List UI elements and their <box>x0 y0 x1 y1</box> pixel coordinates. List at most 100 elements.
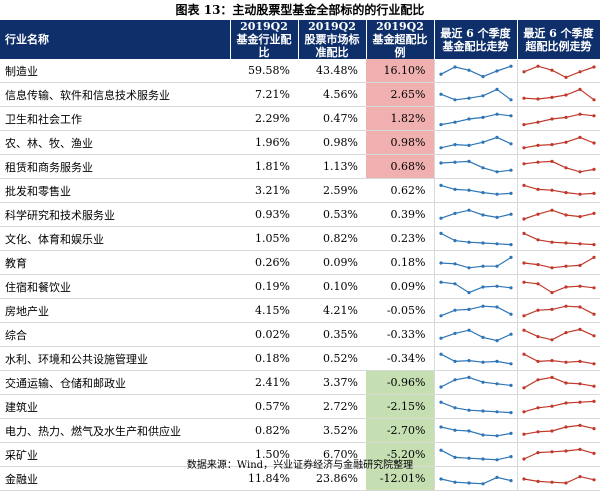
fund-trend-sparkline-point <box>481 433 484 436</box>
industry-name: 文化、体育和娱乐业 <box>0 227 230 251</box>
header-row: 行业名称 2019Q2 基金行业配比 2019Q2 股票市场标准配比 2019Q… <box>0 20 600 59</box>
fund-trend-sparkline-point <box>453 308 456 311</box>
fund-trend-sparkline-point <box>453 143 456 146</box>
excess-trend-sparkline-point <box>522 183 525 186</box>
table-row: 科学研究和技术服务业 0.93% 0.53% 0.39% <box>0 203 600 227</box>
excess-trend-sparkline-point <box>578 382 581 385</box>
fund-trend-sparkline-point <box>495 359 498 362</box>
excess-trend-sparkline-point <box>564 381 567 384</box>
excess-trend-cell <box>517 155 600 179</box>
excess-trend-sparkline <box>518 396 600 418</box>
fund-trend-sparkline-point <box>439 477 442 480</box>
fund-trend-sparkline-point <box>509 168 512 171</box>
table-row: 制造业 59.58% 43.48% 16.10% <box>0 59 600 83</box>
fund-trend-sparkline-point <box>453 480 456 483</box>
excess-trend-sparkline-point <box>578 400 581 403</box>
excess-trend-sparkline-point <box>536 378 539 381</box>
fund-trend-sparkline-point <box>481 75 484 78</box>
excess-trend-sparkline-point <box>564 285 567 288</box>
fund-trend-sparkline-point <box>481 115 484 118</box>
excess-trend-sparkline <box>518 348 600 370</box>
excess-trend-sparkline-point <box>564 481 567 484</box>
fund-trend-sparkline-line <box>441 330 511 340</box>
fund-trend-sparkline-point <box>453 187 456 190</box>
table-row: 建筑业 0.57% 2.72% -2.15% <box>0 395 600 419</box>
fund-trend-cell <box>434 395 517 419</box>
excess-trend-sparkline-point <box>522 280 525 283</box>
excess-trend-sparkline-point <box>550 404 553 407</box>
excess-trend-cell <box>517 347 600 371</box>
excess-allocation-value: -2.15% <box>366 395 434 419</box>
excess-trend-sparkline-point <box>578 305 581 308</box>
industry-name: 电力、热力、燃气及水生产和供应业 <box>0 419 230 443</box>
fund-trend-sparkline-point <box>439 123 442 126</box>
fund-trend-sparkline-line <box>441 137 511 147</box>
excess-trend-sparkline-point <box>550 291 553 294</box>
excess-trend-sparkline-point <box>592 427 595 430</box>
fund-trend-sparkline-point <box>453 120 456 123</box>
market-allocation-value: 0.35% <box>298 323 366 347</box>
excess-trend-sparkline-point <box>578 170 581 173</box>
fund-trend-sparkline-point <box>467 159 470 162</box>
excess-trend-sparkline-line <box>524 233 594 244</box>
market-allocation-value: 1.13% <box>298 155 366 179</box>
fund-trend-sparkline-point <box>481 94 484 97</box>
excess-trend-sparkline-line <box>524 282 594 292</box>
fund-trend-sparkline-point <box>509 191 512 194</box>
fund-trend-sparkline-point <box>439 280 442 283</box>
fund-trend-sparkline-point <box>495 305 498 308</box>
excess-trend-sparkline-point <box>522 328 525 331</box>
excess-trend-sparkline-point <box>564 360 567 363</box>
excess-trend-sparkline-point <box>536 64 539 67</box>
table-row: 租赁和商务服务业 1.81% 1.13% 0.68% <box>0 155 600 179</box>
excess-trend-sparkline-point <box>550 117 553 120</box>
excess-trend-sparkline-point <box>550 159 553 162</box>
excess-trend-sparkline-line <box>524 137 594 147</box>
fund-trend-sparkline <box>435 204 517 226</box>
excess-trend-sparkline-point <box>592 211 595 214</box>
fund-trend-sparkline-point <box>439 183 442 186</box>
excess-trend-sparkline-point <box>522 432 525 435</box>
market-allocation-value: 0.98% <box>298 131 366 155</box>
market-allocation-value: 0.53% <box>298 203 366 227</box>
market-allocation-value: 0.10% <box>298 275 366 299</box>
excess-trend-sparkline-point <box>564 401 567 404</box>
excess-trend-sparkline-point <box>550 240 553 243</box>
excess-trend-sparkline <box>518 276 600 298</box>
excess-trend-cell <box>517 419 600 443</box>
fund-trend-sparkline-point <box>509 383 512 386</box>
industry-name: 科学研究和技术服务业 <box>0 203 230 227</box>
fund-trend-sparkline-point <box>439 161 442 164</box>
excess-trend-sparkline-point <box>522 261 525 264</box>
industry-allocation-table: 行业名称 2019Q2 基金行业配比 2019Q2 股票市场标准配比 2019Q… <box>0 20 600 491</box>
excess-trend-cell <box>517 59 600 83</box>
excess-trend-sparkline-point <box>564 166 567 169</box>
fund-trend-sparkline-point <box>509 332 512 335</box>
excess-trend-sparkline-point <box>592 167 595 170</box>
excess-trend-sparkline <box>518 180 600 202</box>
fund-trend-sparkline-point <box>439 385 442 388</box>
fund-trend-sparkline-point <box>509 431 512 434</box>
excess-trend-sparkline-line <box>524 329 594 339</box>
fund-trend-sparkline <box>435 84 517 106</box>
fund-trend-sparkline-point <box>467 359 470 362</box>
fund-trend-sparkline-line <box>441 66 511 76</box>
fund-trend-sparkline-point <box>481 213 484 216</box>
fund-trend-sparkline-point <box>509 479 512 482</box>
fund-trend-sparkline-point <box>439 314 442 317</box>
excess-allocation-value: -0.33% <box>366 323 434 347</box>
industry-name: 卫生和社会工作 <box>0 107 230 131</box>
fund-trend-sparkline-point <box>467 328 470 331</box>
fund-trend-cell <box>434 203 517 227</box>
excess-trend-sparkline <box>518 156 600 178</box>
excess-trend-sparkline-point <box>522 410 525 413</box>
excess-trend-sparkline-line <box>524 257 594 267</box>
header-excess-trend: 最近 6 个季度超配比例走势 <box>517 20 600 59</box>
fund-trend-sparkline-point <box>467 68 470 71</box>
excess-trend-sparkline-point <box>578 475 581 478</box>
fund-trend-sparkline <box>435 252 517 274</box>
fund-trend-sparkline-point <box>495 87 498 90</box>
excess-trend-sparkline-point <box>564 331 567 334</box>
fund-trend-sparkline-point <box>467 240 470 243</box>
excess-trend-sparkline-point <box>550 480 553 483</box>
